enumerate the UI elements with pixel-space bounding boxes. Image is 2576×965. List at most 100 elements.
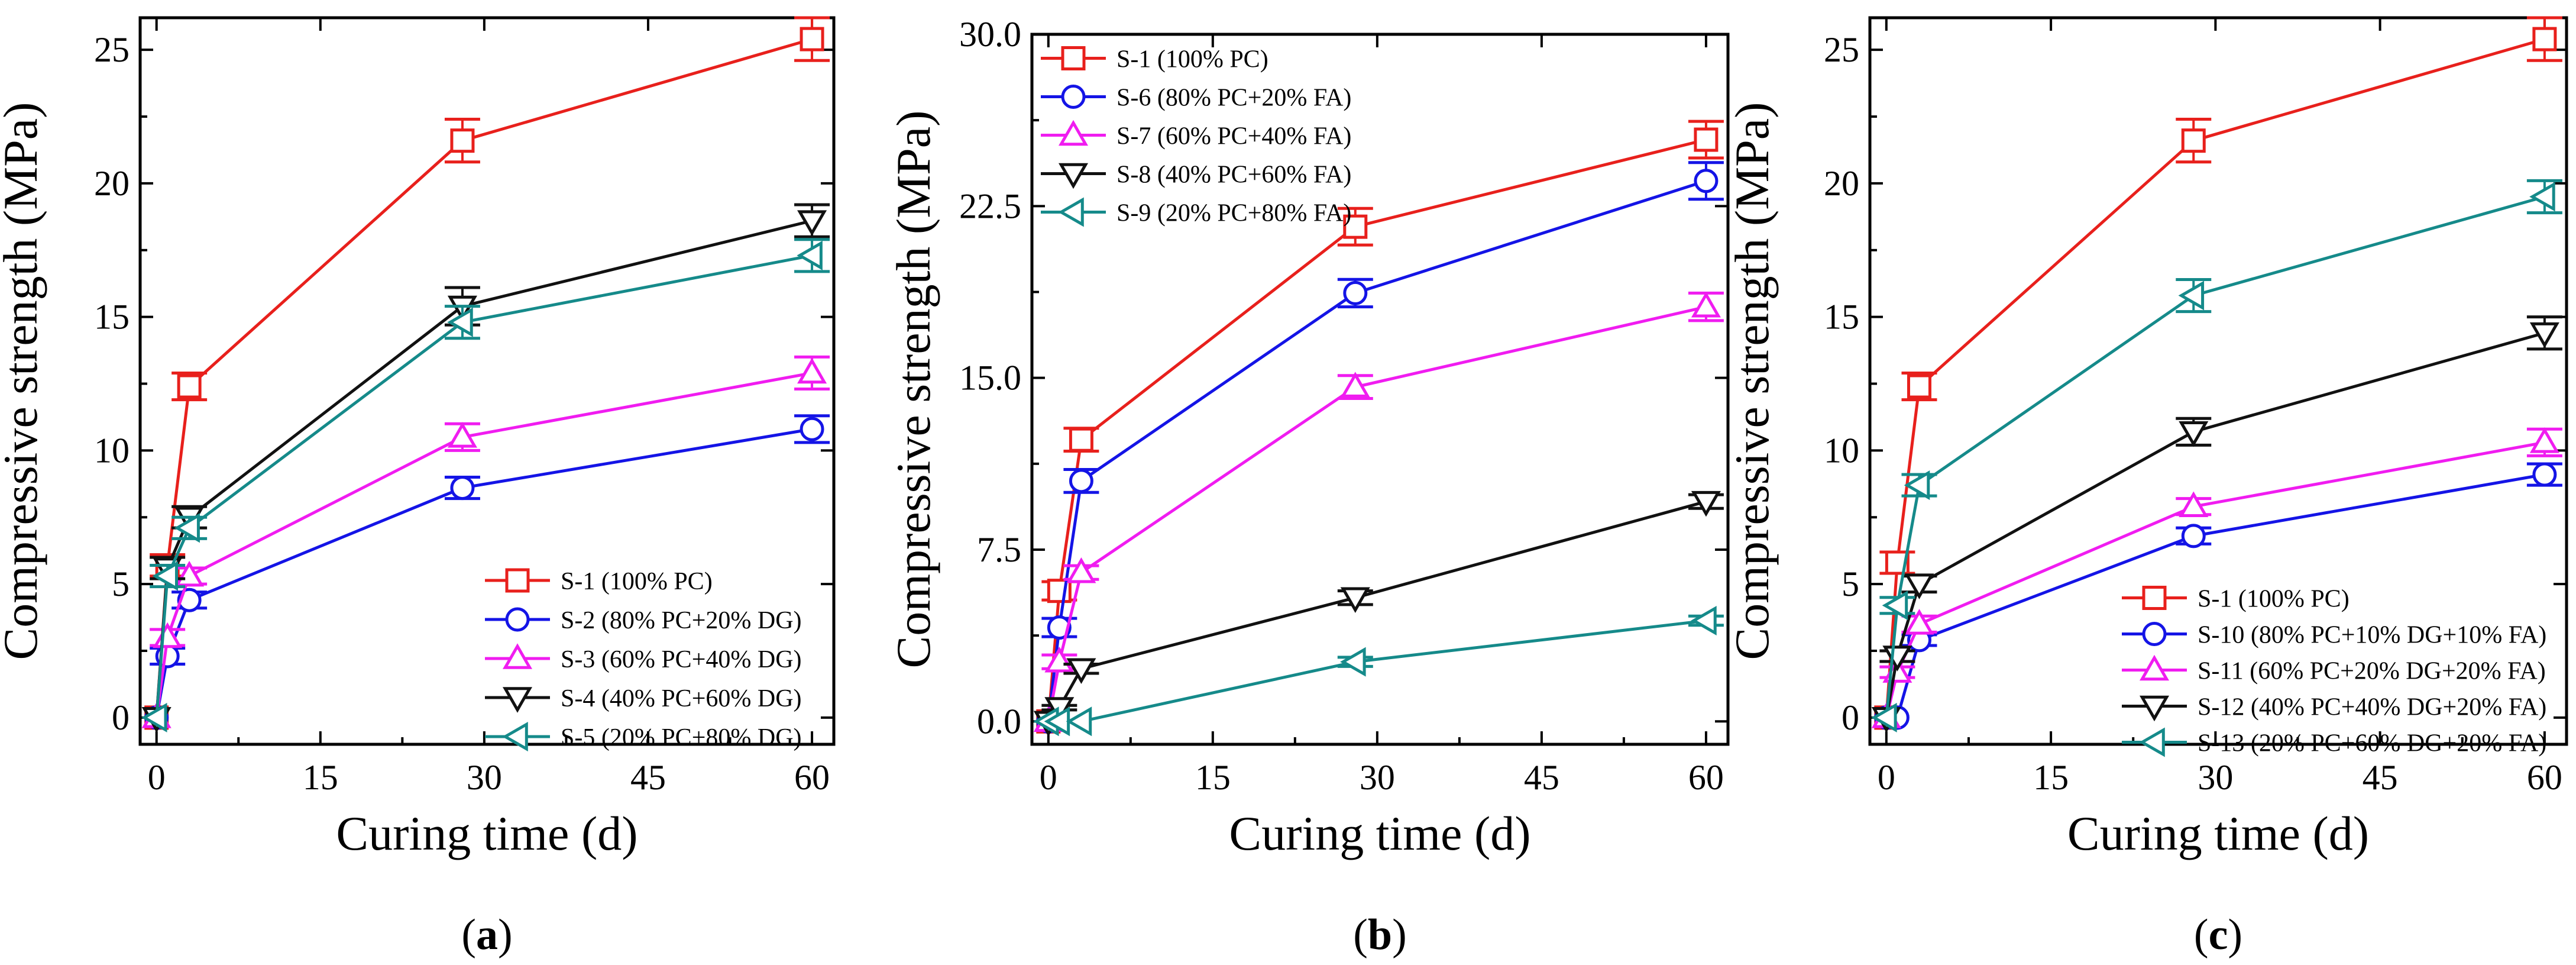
x-tick-label: 45 (1524, 758, 1559, 797)
y-tick-label: 20 (94, 164, 130, 203)
legend-entry-label: S-1 (100% PC) (2198, 586, 2350, 613)
data-point (797, 240, 823, 270)
data-point (450, 476, 475, 501)
data-point (800, 417, 824, 441)
y-tick-label: 0 (112, 698, 130, 737)
y-tick-label: 0 (1842, 698, 1859, 737)
legend-marker (502, 643, 533, 669)
data-point (2178, 280, 2205, 311)
x-tick-label: 30 (2198, 758, 2233, 797)
panel-label-close: ) (1392, 911, 1407, 959)
series-line (155, 219, 813, 718)
y-tick-label: 22.5 (959, 186, 1021, 225)
y-axis-title: Compressive strength (MPa) (0, 102, 47, 660)
y-tick-label: 30.0 (959, 15, 1021, 54)
y-tick-label: 7.5 (977, 530, 1021, 569)
data-point (1691, 605, 1717, 635)
legend-entry-label: S-1 (100% PC) (561, 568, 713, 595)
legend-marker (2139, 654, 2170, 681)
x-tick-label: 0 (1878, 758, 1895, 797)
data-point (1047, 579, 1072, 603)
data-point (2181, 128, 2206, 153)
data-point (1069, 427, 1093, 452)
y-tick-label: 25 (1824, 30, 1859, 69)
plot-frame (138, 16, 836, 746)
data-point (800, 27, 824, 51)
data-point (450, 128, 475, 153)
panel-label-letter: c (2209, 911, 2228, 959)
plot-frame (1868, 16, 2568, 746)
legend-entry-label: S-1 (100% PC) (1117, 46, 1268, 73)
data-point (1694, 127, 1719, 152)
data-point (1069, 469, 1093, 493)
legend-entry-label: S-8 (40% PC+60% FA) (1117, 162, 1351, 189)
y-axis-title: Compressive strength (MPa) (886, 111, 940, 669)
y-tick-label: 10 (1824, 431, 1859, 470)
data-point (1066, 706, 1092, 737)
data-point (1904, 470, 1930, 501)
x-tick-label: 0 (148, 758, 166, 797)
data-point (1340, 647, 1366, 677)
series-line (1048, 619, 1707, 723)
legend-marker (505, 568, 530, 593)
data-point (1691, 490, 1721, 517)
series-2 (1036, 161, 1724, 734)
chart-panel-2: 0 15 30 45 60 0.0 7.5 15.0 22.5 30.0 Curing time (… (886, 15, 1730, 959)
legend: S-1 (100% PC) S-6 (80% PC+20% FA) S-7 (60%… (1041, 46, 1351, 227)
legend-entry-label: S-13 (20% PC+60% DG+20% FA) (2198, 730, 2546, 757)
y-tick-label: 15 (94, 298, 130, 337)
data-point (2529, 427, 2559, 453)
legend-marker (2142, 622, 2167, 646)
x-tick-label: 0 (1040, 758, 1057, 797)
data-point (2529, 322, 2559, 348)
y-tick-label: 20 (1824, 164, 1859, 203)
series-line (1047, 179, 1707, 722)
legend-entry-label: S-3 (60% PC+40% DG) (561, 646, 802, 673)
data-point (1066, 658, 1096, 684)
x-tick-label: 45 (630, 758, 666, 797)
data-point (141, 702, 167, 732)
series-5 (1871, 179, 2562, 732)
y-tick-label: 5 (112, 564, 130, 603)
x-tick-label: 15 (1195, 758, 1231, 797)
data-point (797, 210, 827, 236)
data-point (152, 561, 178, 591)
legend-entry-label: S-11 (60% PC+20% DG+20% FA) (2198, 658, 2546, 685)
data-point (1882, 590, 1908, 621)
legend-entry-label: S-6 (80% PC+20% FA) (1117, 85, 1351, 112)
panel-label-close: ) (2228, 911, 2242, 959)
data-point (1691, 291, 1721, 318)
y-tick-label: 0.0 (977, 702, 1021, 741)
data-point (174, 513, 200, 543)
legend-marker (2139, 727, 2165, 757)
legend-marker (505, 607, 530, 632)
data-point (1047, 615, 1072, 640)
series-line (155, 427, 813, 718)
data-point (1340, 372, 1370, 398)
panel-label-close: ) (498, 911, 513, 959)
data-point (2181, 524, 2206, 548)
legend-marker (2139, 695, 2170, 722)
data-point (2532, 27, 2557, 51)
data-point (1871, 702, 1897, 732)
data-point (1907, 374, 1931, 399)
panel-label: (c) (2194, 911, 2242, 959)
x-tick-label: 60 (1688, 758, 1724, 797)
x-tick-label: 15 (303, 758, 338, 797)
legend-entry-label: S-2 (80% PC+20% DG) (561, 607, 802, 634)
data-point (1904, 609, 1934, 635)
panel-label: (a) (461, 911, 512, 959)
x-axis-title: Curing time (d) (336, 806, 637, 860)
data-point (2529, 182, 2555, 212)
data-point (1343, 280, 1368, 305)
series-2 (144, 414, 830, 730)
panel-label-letter: a (476, 911, 498, 959)
legend-marker (1058, 120, 1089, 146)
panel-label-open: ( (1353, 911, 1368, 959)
x-axis-title: Curing time (d) (1229, 806, 1530, 860)
legend: S-1 (100% PC) S-10 (80% PC+10% DG+10% FA)… (2122, 586, 2546, 757)
legend-marker (1058, 163, 1089, 189)
legend-entry-label: S-7 (60% PC+40% FA) (1117, 123, 1351, 150)
data-point (1340, 587, 1370, 613)
